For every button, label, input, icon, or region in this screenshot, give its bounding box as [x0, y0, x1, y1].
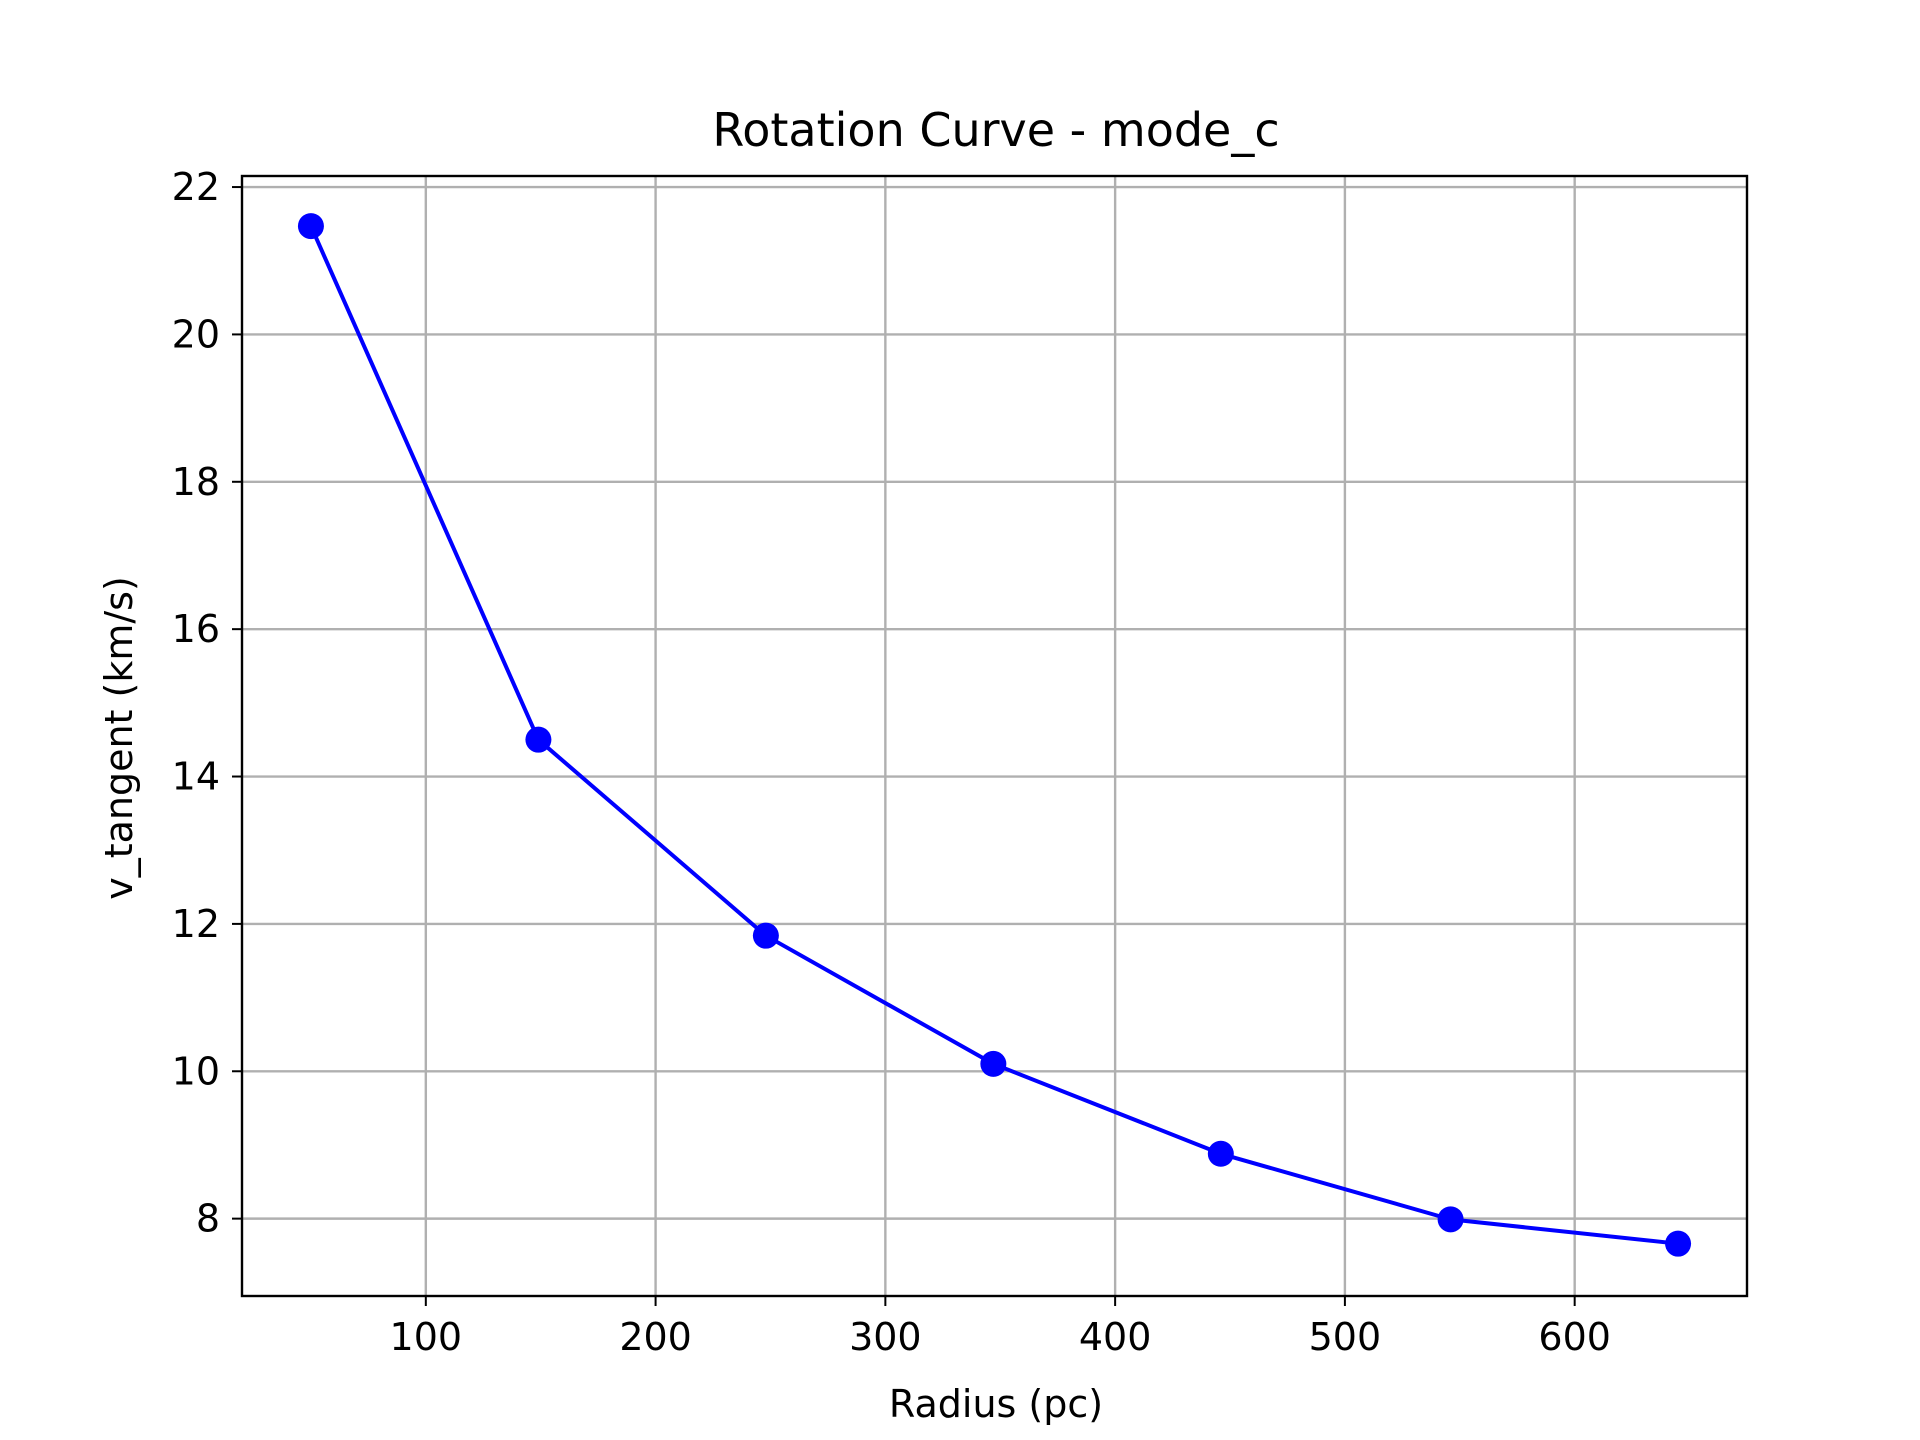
- y-axis-label: v_tangent (km/s): [97, 576, 141, 900]
- y-tick-label: 16: [172, 607, 220, 651]
- data-point: [1665, 1230, 1692, 1257]
- data-point: [525, 726, 552, 753]
- y-tick-label: 8: [196, 1197, 220, 1241]
- y-tick-label: 12: [172, 902, 220, 946]
- y-tick-label: 18: [172, 460, 220, 504]
- y-tick-label: 14: [172, 755, 220, 799]
- data-point: [1437, 1206, 1464, 1233]
- y-tick-label: 22: [172, 165, 220, 209]
- x-tick-label: 400: [1079, 1315, 1152, 1359]
- x-tick-label: 300: [849, 1315, 922, 1359]
- series-layer: [297, 213, 1692, 1257]
- y-tick-label: 10: [172, 1049, 220, 1093]
- data-point: [980, 1050, 1007, 1077]
- data-point: [752, 922, 779, 949]
- chart-title: Rotation Curve - mode_c: [712, 103, 1279, 157]
- x-tick-label: 600: [1538, 1315, 1611, 1359]
- grid-layer: [242, 176, 1747, 1296]
- x-tick-label: 500: [1309, 1315, 1382, 1359]
- x-tick-label: 200: [619, 1315, 692, 1359]
- x-axis-label: Radius (pc): [889, 1382, 1103, 1426]
- x-tick-label: 100: [390, 1315, 463, 1359]
- axes-frame: [240, 174, 1749, 1298]
- tick-layer: 100 200 300 400 500 600 8 10 12 14 16 18 20 22: [172, 165, 1611, 1359]
- y-tick-label: 20: [172, 312, 220, 356]
- data-point: [297, 213, 324, 240]
- data-point: [1207, 1140, 1234, 1167]
